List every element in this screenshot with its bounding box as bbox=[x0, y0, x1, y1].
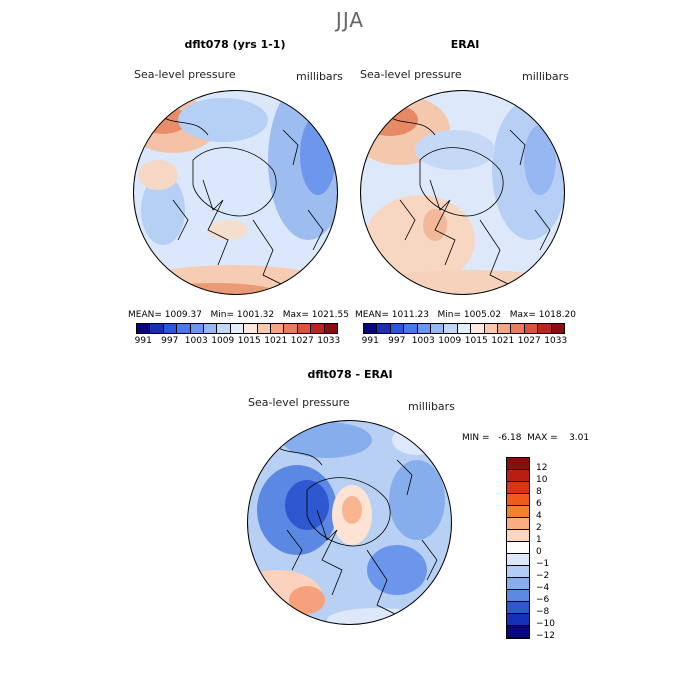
colorbar-tick-label: 997 bbox=[161, 336, 179, 346]
colorbar-tick-label: 1027 bbox=[290, 336, 314, 346]
colorbar-tick-label: 1021 bbox=[264, 336, 288, 346]
panel1-stats: MEAN= 1009.37 Min= 1001.32 Max= 1021.55 bbox=[128, 310, 349, 320]
colorbar-swatch bbox=[498, 324, 512, 333]
colorbar-swatch bbox=[364, 324, 378, 333]
colorbar-tick-label: −4 bbox=[536, 583, 550, 593]
colorbar-swatch bbox=[507, 494, 529, 506]
colorbar-tick-label: 1021 bbox=[491, 336, 515, 346]
colorbar-swatch bbox=[507, 554, 529, 566]
colorbar-swatch bbox=[217, 324, 231, 333]
colorbar-tick-label: 6 bbox=[536, 499, 542, 509]
colorbar-tick-label: −1 bbox=[536, 559, 550, 569]
colorbar-swatch bbox=[150, 324, 164, 333]
colorbar-swatch bbox=[311, 324, 325, 333]
colorbar-swatch bbox=[284, 324, 298, 333]
colorbar-swatch bbox=[177, 324, 191, 333]
colorbar-tick-label: 1015 bbox=[464, 336, 488, 346]
colorbar-tick-label: 1027 bbox=[517, 336, 541, 346]
colorbar-swatch bbox=[507, 506, 529, 518]
colorbar-tick-label: 997 bbox=[388, 336, 406, 346]
colorbar-swatch bbox=[507, 470, 529, 482]
colorbar-swatch bbox=[507, 530, 529, 542]
colorbar-swatch bbox=[377, 324, 391, 333]
colorbar-tick-label: 10 bbox=[536, 475, 548, 485]
colorbar-swatch bbox=[190, 324, 205, 333]
panel3-title: dflt078 - ERAI bbox=[307, 368, 393, 381]
panel2-variable: Sea-level pressure bbox=[360, 68, 462, 81]
panel1-variable: Sea-level pressure bbox=[134, 68, 236, 81]
colorbar-swatch bbox=[257, 324, 272, 333]
panel1-colorbar-ticks: 991 997 1003 1009 1015 1021 1027 1033 bbox=[130, 336, 342, 346]
colorbar-tick-label: 8 bbox=[536, 487, 542, 497]
colorbar-tick-label: 4 bbox=[536, 511, 542, 521]
colorbar-swatch bbox=[457, 324, 472, 333]
panel1-title: dflt078 (yrs 1-1) bbox=[184, 38, 286, 51]
colorbar-tick-label: −12 bbox=[536, 631, 555, 641]
panel2-title: ERAI bbox=[450, 38, 480, 51]
colorbar-tick-label: 1009 bbox=[438, 336, 462, 346]
colorbar-swatch bbox=[507, 518, 529, 530]
colorbar-tick-label: 1 bbox=[536, 535, 542, 545]
colorbar-swatch bbox=[507, 602, 529, 614]
colorbar-swatch bbox=[507, 590, 529, 602]
colorbar-tick-label: 1003 bbox=[411, 336, 435, 346]
panel3-colorbar-ticks: 12 10 8 6 4 2 1 0 −1 −2 −4 −6 −8 −10 −12 bbox=[536, 462, 555, 642]
colorbar-tick-label: 991 bbox=[361, 336, 379, 346]
panel2-colorbar-ticks: 991 997 1003 1009 1015 1021 1027 1033 bbox=[357, 336, 569, 346]
panel3-stats: MIN = -6.18 MAX = 3.01 bbox=[462, 433, 590, 443]
colorbar-tick-label: 12 bbox=[536, 463, 548, 473]
colorbar-swatch bbox=[507, 482, 529, 494]
season-title: JJA bbox=[335, 8, 365, 32]
colorbar-swatch bbox=[163, 324, 178, 333]
colorbar-swatch bbox=[538, 324, 552, 333]
panel2-map bbox=[360, 90, 565, 295]
colorbar-swatch bbox=[511, 324, 525, 333]
colorbar-swatch bbox=[390, 324, 405, 333]
colorbar-swatch bbox=[244, 324, 258, 333]
colorbar-swatch bbox=[404, 324, 418, 333]
panel2-colorbar bbox=[363, 323, 565, 334]
panel1-colorbar bbox=[136, 323, 338, 334]
colorbar-swatch bbox=[507, 614, 529, 626]
colorbar-swatch bbox=[204, 324, 218, 333]
panel2-stats: MEAN= 1011.23 Min= 1005.02 Max= 1018.20 bbox=[355, 310, 576, 320]
colorbar-swatch bbox=[551, 324, 565, 333]
colorbar-tick-label: −6 bbox=[536, 595, 550, 605]
colorbar-swatch bbox=[324, 324, 338, 333]
colorbar-tick-label: −8 bbox=[536, 607, 550, 617]
colorbar-tick-label: 1033 bbox=[317, 336, 341, 346]
colorbar-swatch bbox=[507, 626, 529, 638]
colorbar-tick-label: 1033 bbox=[544, 336, 568, 346]
colorbar-swatch bbox=[297, 324, 312, 333]
colorbar-swatch bbox=[271, 324, 285, 333]
colorbar-tick-label: 0 bbox=[536, 547, 542, 557]
colorbar-swatch bbox=[507, 542, 529, 554]
colorbar-swatch bbox=[524, 324, 539, 333]
panel1-map bbox=[133, 90, 338, 295]
colorbar-tick-label: 1015 bbox=[237, 336, 261, 346]
panel3-map bbox=[247, 420, 452, 625]
colorbar-tick-label: −10 bbox=[536, 619, 555, 629]
colorbar-tick-label: 1003 bbox=[184, 336, 208, 346]
colorbar-swatch bbox=[507, 578, 529, 590]
colorbar-swatch bbox=[431, 324, 445, 333]
panel1-units: millibars bbox=[296, 70, 343, 83]
colorbar-swatch bbox=[417, 324, 432, 333]
colorbar-swatch bbox=[444, 324, 458, 333]
colorbar-tick-label: 1009 bbox=[211, 336, 235, 346]
panel3-units: millibars bbox=[408, 400, 455, 413]
colorbar-swatch bbox=[471, 324, 485, 333]
panel3-colorbar bbox=[506, 457, 530, 639]
colorbar-swatch bbox=[137, 324, 151, 333]
colorbar-swatch bbox=[230, 324, 245, 333]
panel3-variable: Sea-level pressure bbox=[248, 396, 350, 409]
colorbar-tick-label: 2 bbox=[536, 523, 542, 533]
colorbar-tick-label: 991 bbox=[134, 336, 152, 346]
panel2-units: millibars bbox=[522, 70, 569, 83]
colorbar-swatch bbox=[507, 458, 529, 470]
colorbar-swatch bbox=[484, 324, 499, 333]
colorbar-tick-label: −2 bbox=[536, 571, 550, 581]
colorbar-swatch bbox=[507, 566, 529, 578]
